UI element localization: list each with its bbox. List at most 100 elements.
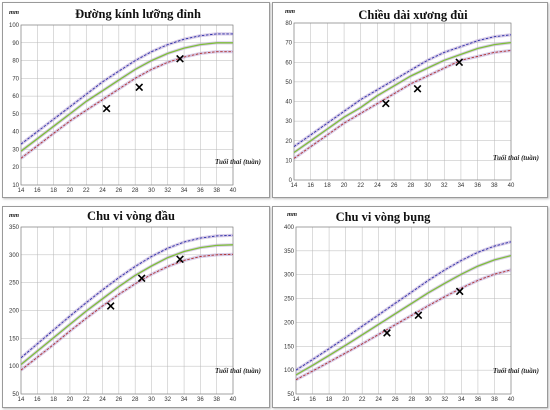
marker-stroke <box>413 84 422 93</box>
x-tick-label: 40 <box>508 397 515 403</box>
y-tick-label: 10 <box>12 183 19 189</box>
chart-panel-abdomen: 14 16 18 20 22 24 26 28 30 32 34 36 38 40 50 100 150 200 2… <box>272 206 548 408</box>
series-line-p95 <box>293 34 512 147</box>
y-tick-label: 350 <box>9 225 20 231</box>
marker-stroke <box>455 287 464 296</box>
x-tick-label: 28 <box>132 397 139 403</box>
x-tick-label: 18 <box>50 397 57 403</box>
y-tick-label: 100 <box>9 23 20 29</box>
x-tick-label: 22 <box>359 397 366 403</box>
x-tick-label: 34 <box>458 397 465 403</box>
x-tick-label: 28 <box>408 183 415 189</box>
x-tick-label: 36 <box>197 397 204 403</box>
x-tick-label: 40 <box>230 397 237 403</box>
x-tick-label: 38 <box>491 397 498 403</box>
y-unit-label: mm <box>285 8 295 15</box>
x-tick-label: 26 <box>391 183 398 189</box>
x-tick-label: 36 <box>475 397 482 403</box>
plot-frame <box>295 226 512 395</box>
y-tick-label: 100 <box>9 364 20 370</box>
marker-stroke <box>381 99 390 108</box>
plot-frame <box>20 24 234 186</box>
y-tick-label: 250 <box>284 297 295 303</box>
x-tick-label: 24 <box>375 397 382 403</box>
x-tick-label: 16 <box>309 397 316 403</box>
chart-panel-head: 14 16 18 20 22 24 26 28 30 32 34 36 38 40 50 100 150 200 2… <box>2 206 270 408</box>
x-tick-label: 36 <box>474 183 481 189</box>
chart-title: Đường kính lưỡng đỉnh <box>75 7 201 21</box>
y-unit-label: mm <box>9 9 19 16</box>
measurement-marker <box>106 302 115 310</box>
x-tick-label: 18 <box>324 183 331 189</box>
chart-panel-femur: 14 16 18 20 22 24 26 28 30 32 34 36 38 40 0 10 20 30 40 50 6… <box>272 2 548 198</box>
x-tick-label: 32 <box>441 183 448 189</box>
measurement-marker <box>413 84 422 93</box>
series-line-p5 <box>20 51 233 159</box>
x-tick-label: 18 <box>326 397 333 403</box>
series-line-p50 <box>20 244 234 366</box>
y-tick-label: 400 <box>284 225 295 231</box>
x-tick-label: 24 <box>374 183 381 189</box>
x-tick-label: 36 <box>197 188 204 194</box>
x-tick-label: 32 <box>442 397 449 403</box>
x-tick-label: 18 <box>50 188 57 194</box>
y-tick-label: 100 <box>284 368 295 374</box>
y-tick-label: 350 <box>284 249 295 255</box>
x-tick-label: 14 <box>18 397 25 403</box>
x-tick-label: 28 <box>408 397 415 403</box>
x-tick-label: 30 <box>424 183 431 189</box>
series-line-p95 <box>20 234 234 359</box>
y-tick-label: 150 <box>9 336 20 342</box>
y-tick-label: 60 <box>12 94 19 100</box>
chart-svg: 14 16 18 20 22 24 26 28 30 32 34 36 38 40 50 100 150 200 2… <box>284 210 539 403</box>
y-tick-label: 300 <box>284 273 295 279</box>
series-line-p50 <box>293 41 512 154</box>
marker-stroke <box>176 255 184 264</box>
x-tick-label: 20 <box>67 397 74 403</box>
x-tick-label: 14 <box>293 397 300 403</box>
y-tick-label: 20 <box>12 165 19 171</box>
chart-title: Chiều dài xương đùi <box>358 8 468 22</box>
marker-stroke <box>106 302 115 310</box>
x-tick-label: 40 <box>230 188 237 194</box>
series-band-p5 <box>293 48 512 160</box>
x-tick-label: 30 <box>425 397 432 403</box>
x-tick-label: 34 <box>181 188 188 194</box>
x-tick-label: 16 <box>307 183 314 189</box>
y-tick-label: 40 <box>12 130 19 136</box>
y-tick-label: 200 <box>284 320 295 326</box>
grid-lines <box>20 226 234 395</box>
y-tick-label: 50 <box>12 112 19 118</box>
y-tick-label: 30 <box>12 147 19 153</box>
x-tick-label: 26 <box>116 188 123 194</box>
series-band-p5 <box>295 268 512 382</box>
y-tick-label: 40 <box>285 100 292 106</box>
x-tick-label: 20 <box>341 183 348 189</box>
x-tick-label: 32 <box>164 188 171 194</box>
x-tick-label: 24 <box>99 397 106 403</box>
series-line-p95 <box>295 241 512 371</box>
x-tick-label: 14 <box>18 188 25 194</box>
y-tick-label: 300 <box>9 253 20 259</box>
y-tick-label: 70 <box>12 76 19 82</box>
measurement-marker <box>383 329 391 337</box>
x-tick-label: 22 <box>83 188 90 194</box>
marker-stroke <box>137 274 146 283</box>
x-tick-label: 38 <box>213 188 220 194</box>
chart-panel-bpd: 14 16 18 20 22 24 26 28 30 32 34 36 38 40 10 20 30 40 50 60… <box>2 2 270 198</box>
measurement-marker <box>381 99 390 108</box>
series-line-p95 <box>20 33 233 145</box>
x-tick-label: 30 <box>148 188 155 194</box>
x-tick-label: 40 <box>508 183 515 189</box>
x-tick-label: 14 <box>291 183 298 189</box>
y-tick-label: 50 <box>285 80 292 86</box>
x-tick-label: 38 <box>213 397 220 403</box>
y-tick-label: 50 <box>287 392 294 398</box>
x-tick-label: 26 <box>116 397 123 403</box>
x-axis-label: Tuổi thai (tuần) <box>215 367 261 375</box>
chart-svg: 14 16 18 20 22 24 26 28 30 32 34 36 38 40 10 20 30 40 50 60… <box>9 7 261 194</box>
x-tick-label: 22 <box>83 397 90 403</box>
x-tick-label: 30 <box>148 397 155 403</box>
measurement-marker <box>176 255 184 264</box>
marker-stroke <box>455 58 464 67</box>
